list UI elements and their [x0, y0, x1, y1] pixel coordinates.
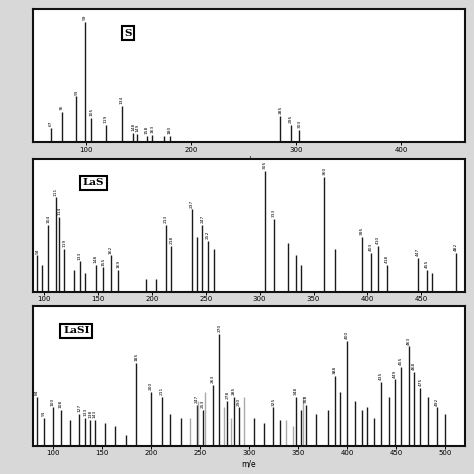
Text: 482: 482	[454, 243, 458, 251]
Text: 99: 99	[83, 14, 87, 20]
Text: 94: 94	[36, 248, 39, 254]
X-axis label: m/z: m/z	[242, 305, 256, 314]
Text: 253: 253	[201, 400, 205, 408]
Text: 449: 449	[393, 369, 397, 378]
Text: 290: 290	[237, 397, 241, 406]
Text: LaSI: LaSI	[63, 327, 90, 336]
Text: 400: 400	[345, 331, 349, 339]
Text: 111: 111	[54, 187, 58, 196]
Text: 247: 247	[195, 395, 199, 403]
Text: 252: 252	[206, 231, 210, 239]
Text: 91: 91	[42, 410, 46, 416]
Text: 455: 455	[399, 356, 403, 365]
Text: 211: 211	[160, 387, 164, 395]
Text: 138: 138	[88, 410, 92, 418]
Text: 360: 360	[322, 167, 326, 175]
Text: 155: 155	[101, 257, 105, 265]
Text: 108: 108	[59, 400, 63, 408]
Text: 270: 270	[218, 324, 221, 332]
Text: 162: 162	[109, 245, 113, 254]
Text: 475: 475	[419, 378, 422, 386]
Text: 285: 285	[232, 387, 236, 395]
Text: 104: 104	[46, 215, 50, 223]
Text: 119: 119	[63, 239, 66, 247]
Text: 237: 237	[190, 200, 194, 208]
Text: 263: 263	[210, 374, 215, 383]
Text: 285: 285	[278, 106, 283, 114]
Text: 185: 185	[134, 353, 138, 361]
Text: 388: 388	[333, 365, 337, 374]
Text: 148: 148	[131, 122, 135, 131]
Text: S: S	[124, 29, 132, 38]
Text: 218: 218	[169, 236, 173, 244]
Text: 348: 348	[294, 387, 298, 395]
Text: 468: 468	[411, 362, 416, 370]
Text: 403: 403	[369, 243, 373, 251]
Text: 67: 67	[49, 120, 53, 126]
Text: 119: 119	[104, 115, 108, 124]
Text: 84: 84	[35, 390, 39, 395]
Text: 143: 143	[93, 410, 97, 418]
Text: 158: 158	[145, 126, 149, 134]
X-axis label: m/e: m/e	[242, 459, 256, 468]
Text: 313: 313	[272, 209, 276, 217]
Text: 295: 295	[289, 115, 293, 124]
Text: LaS: LaS	[83, 178, 104, 187]
Text: 358: 358	[304, 394, 308, 403]
Text: 418: 418	[385, 255, 389, 263]
Text: 163: 163	[150, 125, 154, 133]
Text: 410: 410	[376, 236, 380, 244]
Text: 114: 114	[57, 207, 61, 215]
Text: 127: 127	[77, 404, 81, 412]
Text: 100: 100	[51, 397, 55, 406]
Text: 134: 134	[119, 96, 124, 104]
Text: 395: 395	[360, 227, 364, 236]
Text: 133: 133	[78, 251, 82, 260]
Text: 305: 305	[263, 161, 267, 169]
Text: 247: 247	[201, 215, 204, 223]
Text: 169: 169	[117, 260, 120, 268]
Text: 76: 76	[60, 105, 64, 110]
Text: 149: 149	[136, 124, 139, 132]
Text: 303: 303	[297, 120, 301, 128]
Text: 492: 492	[435, 397, 439, 406]
Text: 148: 148	[94, 255, 98, 263]
Text: 213: 213	[164, 215, 168, 223]
Text: 180: 180	[168, 126, 172, 134]
Text: 91: 91	[74, 89, 78, 94]
X-axis label: m/e: m/e	[242, 156, 256, 165]
Text: 455: 455	[425, 259, 429, 268]
Text: 133: 133	[83, 408, 87, 416]
Text: 200: 200	[149, 382, 153, 390]
Text: 325: 325	[271, 397, 275, 406]
Text: 463: 463	[407, 336, 410, 345]
Text: 435: 435	[379, 372, 383, 380]
Text: 447: 447	[416, 248, 420, 256]
Text: 105: 105	[89, 108, 93, 116]
Text: 278: 278	[225, 391, 229, 399]
